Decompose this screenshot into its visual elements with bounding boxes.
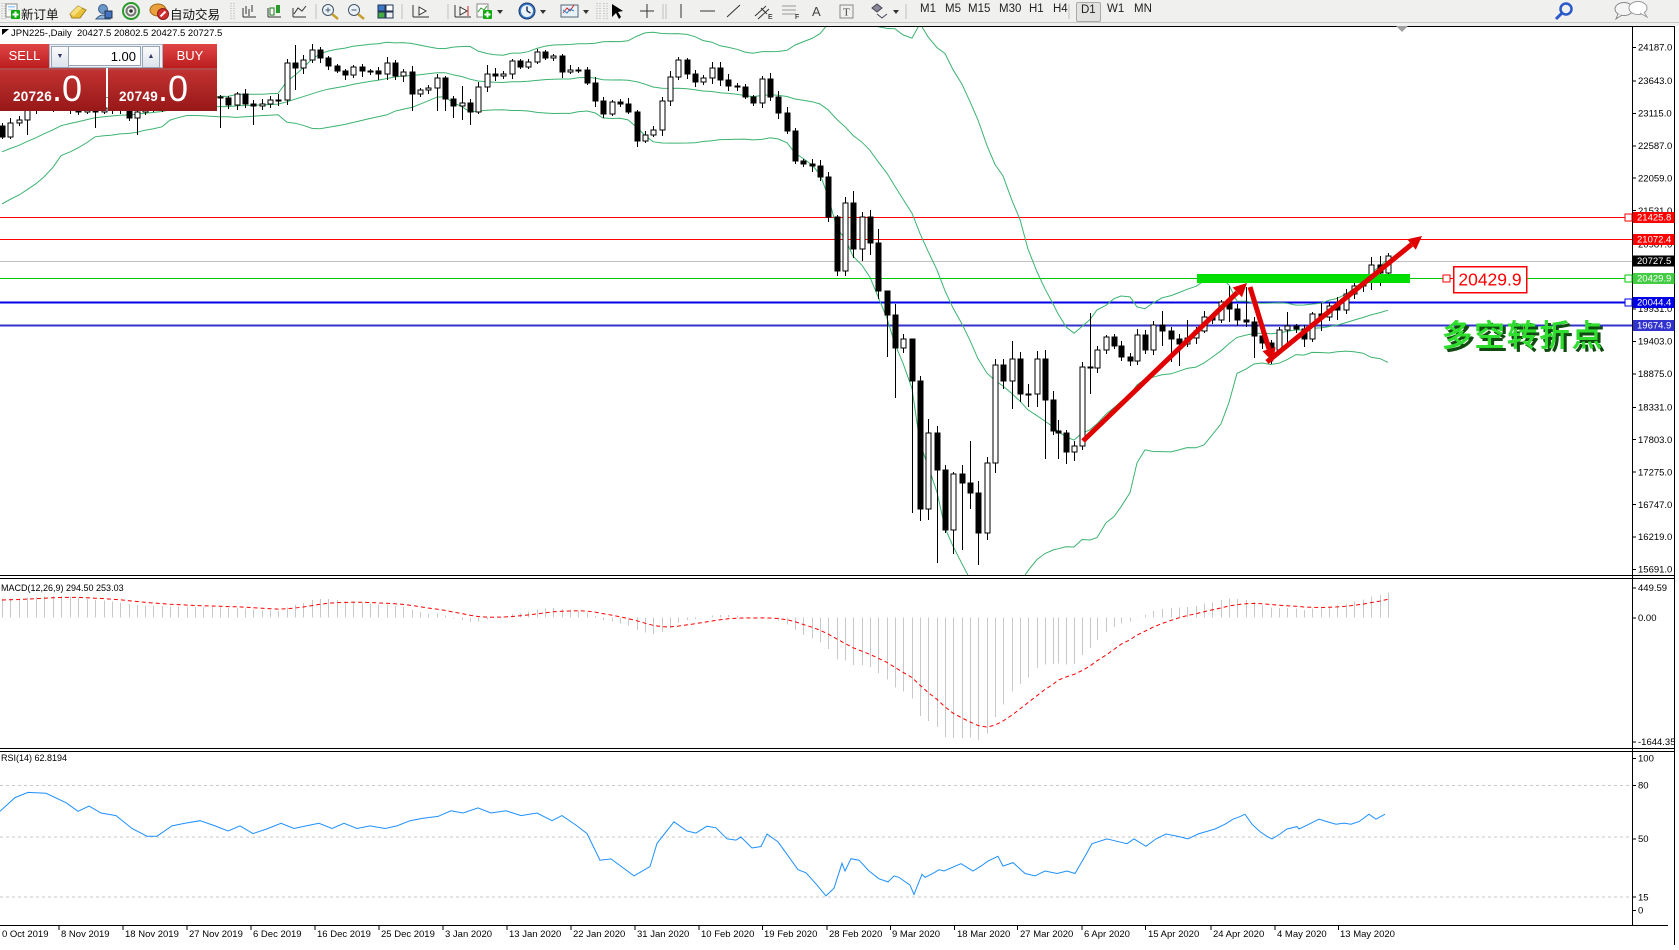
svg-text:E: E <box>768 14 773 21</box>
svg-text:3 Jan 2020: 3 Jan 2020 <box>445 929 492 940</box>
svg-text:10 Feb 2020: 10 Feb 2020 <box>701 929 754 940</box>
svg-text:25 Dec 2019: 25 Dec 2019 <box>381 929 435 940</box>
svg-text:100: 100 <box>1638 754 1654 765</box>
svg-text:20429.9: 20429.9 <box>1458 270 1521 290</box>
svg-text:21072.4: 21072.4 <box>1637 235 1671 246</box>
svg-text:0.00: 0.00 <box>1638 613 1657 624</box>
svg-text:19 Feb 2020: 19 Feb 2020 <box>764 929 817 940</box>
svg-text:22059.0: 22059.0 <box>1638 173 1672 184</box>
svg-text:8 Nov 2019: 8 Nov 2019 <box>61 929 110 940</box>
svg-text:13 May 2020: 13 May 2020 <box>1340 929 1395 940</box>
svg-text:21425.8: 21425.8 <box>1637 213 1671 224</box>
svg-text:16747.0: 16747.0 <box>1638 500 1672 511</box>
svg-text:16 Dec 2019: 16 Dec 2019 <box>317 929 371 940</box>
svg-text:31 Jan 2020: 31 Jan 2020 <box>637 929 689 940</box>
svg-text:22587.0: 22587.0 <box>1638 141 1672 152</box>
svg-text:JPN225-,Daily 20427.5 20802.5: JPN225-,Daily 20427.5 20802.5 20427.5 20… <box>11 28 222 39</box>
svg-text:15: 15 <box>1638 892 1649 903</box>
svg-text:17275.0: 17275.0 <box>1638 467 1672 478</box>
svg-text:18331.0: 18331.0 <box>1638 403 1672 414</box>
svg-text:MACD(12,26,9) 294.50 253.03: MACD(12,26,9) 294.50 253.03 <box>1 583 124 593</box>
svg-text:6 Apr 2020: 6 Apr 2020 <box>1084 929 1130 940</box>
svg-text:20044.4: 20044.4 <box>1637 298 1671 309</box>
svg-text:18 Nov 2019: 18 Nov 2019 <box>125 929 179 940</box>
svg-text:0 Oct 2019: 0 Oct 2019 <box>2 929 48 940</box>
svg-text:16219.0: 16219.0 <box>1638 532 1672 543</box>
svg-text:28 Feb 2020: 28 Feb 2020 <box>829 929 882 940</box>
svg-text:27 Nov 2019: 27 Nov 2019 <box>189 929 243 940</box>
svg-text:22 Jan 2020: 22 Jan 2020 <box>573 929 625 940</box>
svg-text:6 Dec 2019: 6 Dec 2019 <box>253 929 302 940</box>
svg-text:19931.0: 19931.0 <box>1638 304 1672 315</box>
svg-text:24187.0: 24187.0 <box>1638 43 1672 54</box>
svg-text:21531.0: 21531.0 <box>1638 206 1672 217</box>
svg-text:17803.0: 17803.0 <box>1638 435 1672 446</box>
svg-text:0: 0 <box>1638 906 1643 917</box>
svg-text:T: T <box>843 7 850 19</box>
svg-text:23643.0: 23643.0 <box>1638 76 1672 87</box>
svg-text:F: F <box>795 14 799 21</box>
svg-text:27 Mar 2020: 27 Mar 2020 <box>1020 929 1073 940</box>
svg-text:449.59: 449.59 <box>1638 583 1667 594</box>
svg-text:RSI(14) 62.8194: RSI(14) 62.8194 <box>1 753 67 763</box>
svg-text:20727.5: 20727.5 <box>1637 256 1671 267</box>
svg-text:多空转折点: 多空转折点 <box>1445 323 1608 356</box>
svg-text:4 May 2020: 4 May 2020 <box>1277 929 1327 940</box>
svg-text:9 Mar 2020: 9 Mar 2020 <box>892 929 940 940</box>
svg-text:A: A <box>812 4 821 19</box>
svg-text:15691.0: 15691.0 <box>1638 565 1672 576</box>
svg-text:15 Apr 2020: 15 Apr 2020 <box>1148 929 1199 940</box>
svg-text:19674.9: 19674.9 <box>1637 321 1671 332</box>
svg-text:20429.9: 20429.9 <box>1637 274 1671 285</box>
svg-text:19403.0: 19403.0 <box>1638 337 1672 348</box>
svg-text:24 Apr 2020: 24 Apr 2020 <box>1213 929 1264 940</box>
svg-text:多空转折点: 多空转折点 <box>1442 320 1605 353</box>
svg-text:-1644.35: -1644.35 <box>1638 737 1676 748</box>
svg-text:80: 80 <box>1638 781 1649 792</box>
svg-text:23115.0: 23115.0 <box>1638 109 1672 120</box>
svg-text:13 Jan 2020: 13 Jan 2020 <box>509 929 561 940</box>
svg-text:18875.0: 18875.0 <box>1638 369 1672 380</box>
svg-text:18 Mar 2020: 18 Mar 2020 <box>957 929 1010 940</box>
svg-text:50: 50 <box>1638 834 1649 845</box>
